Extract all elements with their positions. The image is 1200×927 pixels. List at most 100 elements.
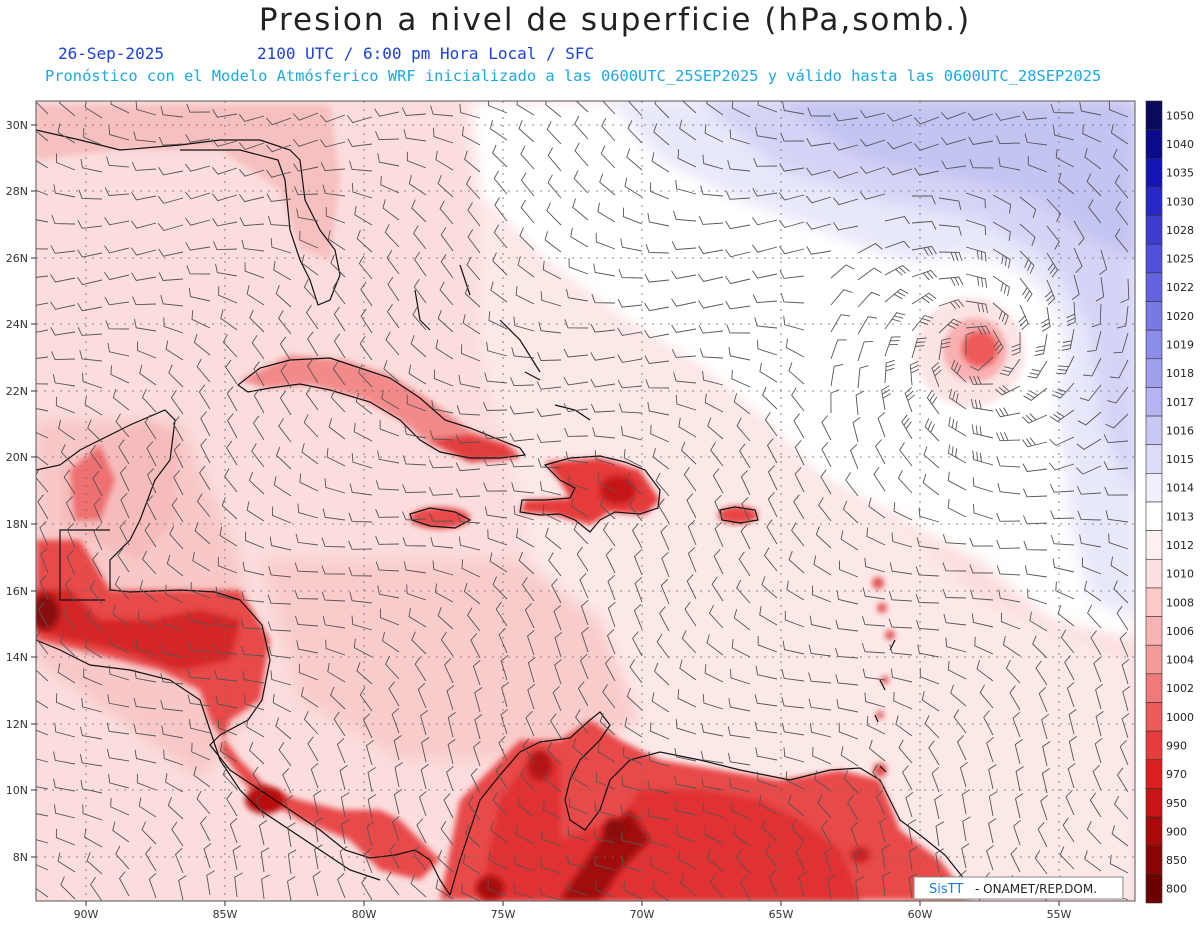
wind-barb (141, 389, 157, 413)
wind-barb (1035, 660, 1048, 686)
wind-barb (325, 639, 346, 656)
wind-barb (731, 369, 751, 388)
wind-barb (570, 227, 589, 248)
wind-barb (1068, 709, 1077, 735)
wind-barb (948, 444, 967, 464)
wind-barb (107, 342, 130, 357)
wind-barb (386, 250, 400, 275)
wind-barb (940, 111, 967, 120)
wind-barb (1115, 201, 1129, 226)
wind-barb (351, 453, 373, 469)
wind-barb (86, 852, 103, 875)
wind-barb (759, 605, 778, 626)
wind-barb (509, 458, 535, 468)
wind-barb (406, 151, 427, 169)
colorbar-swatch (1145, 845, 1163, 875)
wind-barb (788, 551, 805, 574)
wind-barb (301, 254, 319, 276)
wind-barb (581, 626, 589, 653)
wind-barb (575, 101, 589, 113)
wind-barb (806, 137, 832, 147)
colorbar-swatch (1145, 501, 1163, 531)
wind-barb (36, 888, 49, 898)
wind-barb (682, 101, 697, 114)
wind-barb (215, 586, 238, 601)
wind-barb (434, 583, 454, 603)
wind-barb (537, 458, 562, 469)
wind-barb (911, 220, 937, 230)
wind-barb (860, 110, 886, 119)
wind-barb (379, 420, 400, 437)
colorbar-label: 1035 (1166, 167, 1194, 180)
wind-barb (537, 352, 562, 361)
wind-barb (218, 286, 238, 304)
wind-barb (658, 498, 670, 524)
wind-barb (295, 533, 319, 546)
wind-barb (942, 533, 967, 545)
wind-barb (337, 872, 346, 899)
wind-barb (706, 101, 724, 116)
wind-barb (1105, 413, 1129, 429)
wind-barb (470, 633, 481, 659)
wind-barb (653, 123, 670, 146)
wind-barb (234, 872, 243, 898)
wind-barb (332, 360, 346, 386)
wind-barb (540, 885, 562, 901)
wind-barb (1068, 736, 1078, 762)
wind-barb (300, 687, 319, 708)
colorbar-label: 1016 (1166, 424, 1194, 437)
wind-barb (1037, 822, 1048, 848)
wind-barb (169, 525, 184, 550)
wind-barb (702, 370, 724, 386)
wind-barb (226, 440, 238, 466)
colorbar-swatch (1145, 444, 1163, 474)
colorbar-swatch (1145, 186, 1163, 216)
wind-barb (843, 770, 859, 794)
wind-barb (1050, 534, 1075, 546)
wind-barb (391, 707, 400, 734)
wind-barb (1060, 629, 1075, 654)
wind-barb (602, 101, 616, 115)
wind-barb (1114, 174, 1129, 199)
wind-barb (879, 816, 888, 843)
wind-barb (805, 195, 832, 204)
wind-barb (406, 584, 427, 601)
wind-barb (314, 844, 323, 870)
wind-barb (674, 748, 697, 762)
wind-barb (324, 478, 346, 494)
wind-barb (385, 331, 400, 356)
wind-barb (791, 522, 805, 547)
wind-barb (341, 819, 350, 845)
wind-barb (1075, 465, 1102, 475)
credit-box: SisTT - ONAMET/REP.DOM. (913, 876, 1124, 900)
wind-barb (1061, 328, 1075, 351)
wind-barb (725, 190, 751, 200)
wind-barb (341, 792, 350, 818)
wind-barb (1110, 124, 1129, 145)
wind-barb (992, 275, 1011, 297)
wind-barb (437, 849, 454, 873)
wind-barb (947, 471, 967, 491)
wind-barb (1023, 541, 1048, 551)
wind-barb (199, 465, 211, 491)
wind-barb (728, 347, 751, 361)
wind-barb (983, 710, 994, 736)
wind-barb (91, 552, 103, 578)
wind-barb (594, 856, 616, 871)
wind-barb (275, 285, 292, 308)
wind-barb (36, 130, 49, 142)
wind-barb (678, 417, 697, 438)
wind-barb (647, 402, 670, 416)
colorbar-swatch (1145, 874, 1163, 904)
wind-barb (1018, 304, 1029, 331)
wind-barb (648, 832, 670, 848)
wind-barb (200, 411, 211, 437)
wind-barb (467, 229, 481, 254)
wind-barb (992, 194, 1012, 214)
wind-barb (1087, 330, 1102, 352)
colorbar-swatch (1145, 558, 1163, 589)
wind-barb (296, 640, 319, 654)
wind-barb (244, 694, 265, 711)
wind-barb (221, 496, 238, 520)
wind-barb (830, 314, 850, 333)
